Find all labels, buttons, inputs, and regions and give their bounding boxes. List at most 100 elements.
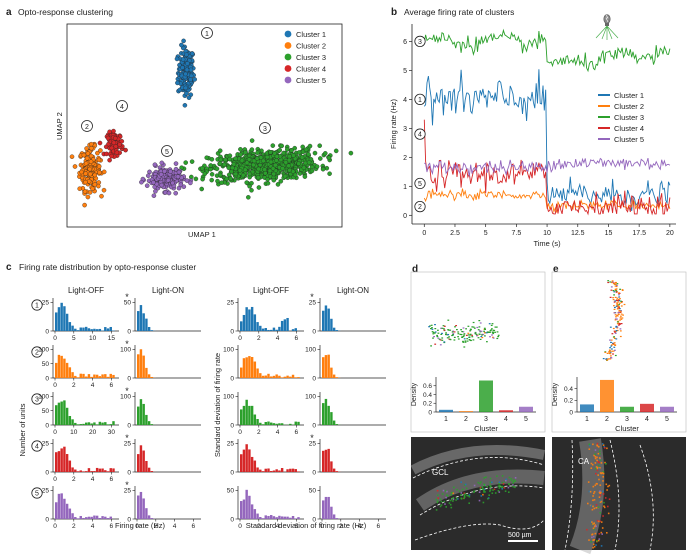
panel-c-hist-bar-cluster-5 [101,516,104,519]
micro-marker-cluster-2 [607,512,610,515]
micro-marker-cluster-2 [597,446,600,448]
panel-c-hist-bar-cluster-3 [335,424,339,425]
scatter-point-cluster-1 [192,77,197,82]
panel-c-xtick-label: 6 [295,429,299,436]
micro-marker-cluster-3 [484,491,486,493]
scatter-point-cluster-3 [323,151,328,156]
panel-b-ytick-label: 1 [403,184,407,191]
micro-marker-cluster-3 [508,483,510,485]
unit-marker-cluster-4 [610,289,613,291]
micro-marker-cluster-3 [594,467,597,470]
panel-c-asterisk: * [310,292,314,302]
unit-marker-cluster-2 [614,344,617,346]
panel-c-col-header: Light-OFF [68,286,104,295]
unit-marker-cluster-3 [497,334,500,336]
panel-c-hist-bar-cluster-4 [57,451,61,472]
micro-marker-cluster-2 [599,492,602,494]
panel-b-xtick-label: 0 [422,230,426,237]
micro-marker-cluster-3 [467,495,469,497]
panel-c-hist-bar-cluster-1 [150,330,154,331]
micro-marker-cluster-4 [493,488,496,491]
panel-c-ytick-label: 100 [120,347,131,354]
panel-c-asterisk: * [125,339,129,349]
unit-marker-cluster-3 [477,337,480,339]
panel-c-hist-bar-cluster-2 [322,357,325,378]
panel-c-ytick-label: 0 [127,469,131,476]
panel-e-ca-label: CA [578,457,590,466]
panel-c-hist-bar-cluster-3 [145,414,148,425]
panel-c-hist-bar-cluster-5 [250,504,254,519]
panel-c-ytick-label: 0 [312,469,316,476]
micro-marker-cluster-1 [588,490,591,493]
scatter-point-cluster-2 [97,170,102,175]
unit-marker-cluster-4 [617,299,619,301]
micro-marker-cluster-2 [596,459,598,462]
panel-c-ytick-label: 0 [127,422,131,429]
badge-cluster-1-label: 1 [205,31,209,38]
micro-marker-cluster-5 [595,525,597,528]
panel-c-hist-bar-cluster-1 [332,327,336,331]
density-ylabel: Density [552,382,559,406]
panel-c-hist-bar-cluster-3 [79,424,82,425]
panel-c-hist-bar-cluster-3 [242,405,246,425]
micro-marker-cluster-2 [598,478,600,481]
panel-c-hist-bar-cluster-2 [68,367,72,378]
micro-marker-cluster-2 [587,481,590,483]
panel-c-ytick-label: 0 [45,422,49,429]
panel-c-hist-bar-cluster-3 [82,423,85,425]
panel-c-hist-bar-cluster-2 [335,377,339,378]
scatter-point-cluster-3 [267,168,273,174]
unit-marker-cluster-3 [472,339,475,341]
panel-c-hist-bar-cluster-4 [87,468,91,472]
panel-c-hist-bar-cluster-1 [55,312,58,331]
unit-marker-cluster-2 [619,317,622,319]
panel-c-hist-bar-cluster-4 [137,454,140,472]
unit-marker-cluster-5 [610,357,613,359]
unit-marker-cluster-4 [453,331,456,333]
panel-c-xtick-label: 4 [276,335,280,342]
panel-d-unit-map [428,319,500,348]
panel-c-ytick-label: 100 [305,394,316,401]
micro-marker-cluster-3 [443,500,446,503]
panel-c-hist-bar-cluster-3 [104,422,107,425]
panel-c-hist-bar-cluster-1 [275,329,278,331]
panel-c-hist-bar-cluster-3 [63,400,66,425]
panel-c-hist-bar-cluster-3 [330,412,333,425]
panel-c-ytick-label: 0 [127,328,131,335]
panel-c-hist-bar-cluster-1 [330,318,333,331]
unit-marker-cluster-2 [618,302,621,304]
scatter-point-cluster-3 [285,147,290,152]
micro-marker-cluster-3 [479,488,482,490]
micro-marker-cluster-5 [599,490,601,492]
scatter-point-cluster-3 [314,164,320,169]
micro-marker-cluster-1 [590,505,593,507]
unit-marker-cluster-3 [474,331,477,334]
unit-marker-cluster-2 [618,292,620,294]
unit-marker-cluster-2 [614,296,617,298]
unit-marker-cluster-3 [453,336,456,338]
panel-c-hist-bar-cluster-3 [327,405,330,425]
panel-c-ytick-label: 0 [230,469,234,476]
micro-marker-cluster-4 [599,494,602,497]
unit-marker-cluster-1 [613,346,616,348]
panel-c-hist-bar-cluster-2 [291,374,295,378]
panel-a-letter: a [6,7,12,18]
panel-c-hist-bar-cluster-2 [332,374,336,378]
panel-c-hist-bar-cluster-3 [297,421,300,425]
unit-marker-cluster-2 [616,304,619,306]
panel-c-hist-bar-cluster-5 [297,517,300,519]
panel-c-hist-bar-cluster-2 [101,374,104,378]
panel-c-hist-bar-cluster-3 [139,399,143,425]
panel-b-legend-label-5: Cluster 5 [614,135,644,144]
micro-marker-cluster-5 [601,533,603,535]
micro-marker-cluster-3 [599,450,601,452]
micro-marker-cluster-2 [604,461,606,464]
unit-marker-cluster-3 [467,325,470,327]
legend-label-cluster-4: Cluster 4 [296,65,326,74]
unit-marker-cluster-2 [617,313,620,315]
density-bar-cluster-4 [499,410,513,412]
unit-marker-cluster-3 [486,331,489,333]
scatter-point-cluster-3 [249,188,254,193]
scatter-point-cluster-3 [317,143,322,148]
panel-c-hist-bar-cluster-2 [245,357,248,378]
